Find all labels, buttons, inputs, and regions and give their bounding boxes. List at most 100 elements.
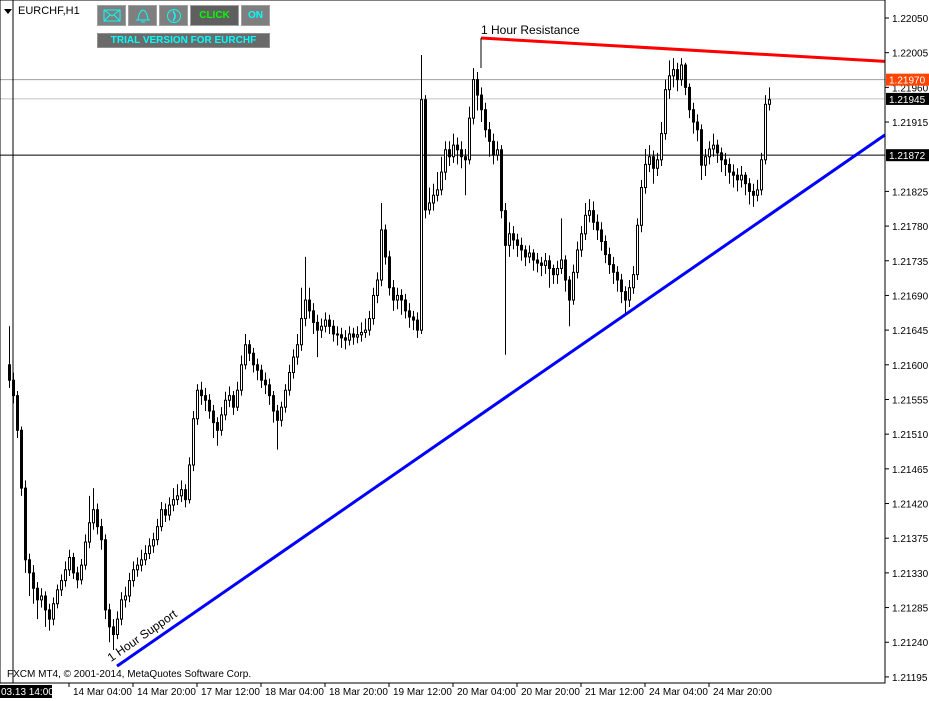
y-tick-label: 1.21420: [892, 500, 929, 511]
y-tick-label: 1.21600: [892, 361, 929, 372]
candle-body: [592, 210, 595, 223]
candle-body: [596, 221, 599, 231]
candle-body: [48, 609, 51, 620]
candle-body: [136, 564, 139, 571]
candle-body: [484, 109, 487, 131]
candle-body: [276, 410, 279, 421]
candle-body: [76, 572, 79, 581]
y-tick-label: 1.21510: [892, 430, 929, 441]
candle-body: [156, 526, 159, 541]
y-tick-label: 1.21645: [892, 326, 929, 337]
candle-body: [188, 464, 191, 501]
candle-body: [756, 189, 759, 196]
candle-body: [200, 389, 203, 397]
candle-body: [480, 94, 483, 111]
crosshair-time-label: 03.13 14:00: [1, 687, 54, 698]
candle-body: [732, 171, 735, 176]
candle-body: [448, 149, 451, 158]
candle-body: [744, 174, 747, 185]
y-tick-label: 1.22005: [892, 49, 929, 60]
candle-body: [328, 319, 331, 327]
candle-body: [432, 194, 435, 204]
candle-body: [444, 149, 447, 173]
support-trendline: [116, 133, 886, 668]
mail-button[interactable]: [97, 5, 126, 26]
mail-icon: [103, 9, 120, 22]
candle-body: [28, 559, 31, 574]
candle-body: [700, 129, 703, 166]
resistance-trendline: [480, 36, 886, 63]
candle-body: [544, 260, 547, 266]
candle-body: [476, 79, 479, 96]
y-tick-label: 1.21960: [892, 83, 929, 94]
candle-body: [396, 294, 399, 301]
candle-body: [60, 580, 63, 591]
candle-body: [580, 233, 583, 251]
candle-body: [404, 299, 407, 312]
candle-body: [12, 379, 15, 397]
candle-body: [248, 344, 251, 354]
price-label-box: [886, 149, 929, 162]
alert-button[interactable]: [128, 5, 157, 26]
candle-body: [84, 541, 87, 566]
candle-body: [180, 489, 183, 497]
candle-body: [620, 279, 623, 293]
phone-icon: [166, 8, 181, 23]
candle-body: [456, 144, 459, 151]
candle-body: [464, 156, 467, 161]
candle-body: [508, 233, 511, 246]
price-label-box: [886, 92, 929, 105]
candle-body: [356, 334, 359, 338]
candle-body: [764, 103, 767, 161]
candle-body: [644, 163, 647, 189]
phone-button[interactable]: [159, 5, 188, 26]
candle-body: [716, 144, 719, 154]
candle-body: [632, 274, 635, 289]
candle-body: [364, 329, 367, 333]
candle-body: [548, 260, 551, 269]
candle-body: [392, 287, 395, 301]
candle-body: [284, 389, 287, 408]
candle-body: [300, 318, 303, 346]
bell-icon: [135, 9, 150, 23]
candle-body: [472, 79, 475, 119]
candle-body: [268, 384, 271, 397]
candle-body: [460, 149, 463, 158]
candle-body: [52, 603, 55, 620]
symbol-dropdown-icon[interactable]: [4, 9, 12, 14]
click-button[interactable]: CLICK: [190, 5, 239, 26]
candle-body: [196, 389, 199, 420]
candle-body: [24, 487, 27, 561]
candle-body: [228, 395, 231, 401]
candle-body: [36, 587, 39, 601]
candle-body: [56, 589, 59, 605]
candle-body: [80, 564, 83, 581]
candle-body: [68, 556, 71, 571]
y-tick-label: 1.21555: [892, 395, 929, 406]
candle-body: [204, 395, 207, 401]
candle-body: [532, 252, 535, 261]
candle-body: [216, 422, 219, 431]
chart-frame: [0, 0, 886, 684]
candle-body: [584, 214, 587, 235]
candle-body: [500, 149, 503, 212]
candle-body: [648, 156, 651, 165]
candle-body: [576, 249, 579, 273]
y-tick-label: 1.21195: [892, 673, 928, 684]
candle-body: [256, 364, 259, 371]
candle-body: [400, 294, 403, 301]
candle-body: [384, 229, 387, 258]
candle-body: [408, 310, 411, 318]
candle-body: [628, 287, 631, 301]
candle-body: [520, 244, 523, 251]
candle-body: [140, 559, 143, 566]
candle-body: [688, 86, 691, 111]
candle-body: [176, 495, 179, 501]
candle-body: [96, 509, 99, 528]
candle-body: [104, 539, 107, 611]
symbol-timeframe-label: EURCHF,H1: [18, 5, 80, 17]
on-button[interactable]: ON: [241, 5, 270, 26]
price-label: 1.21872: [889, 151, 926, 162]
candle-body: [232, 395, 235, 408]
